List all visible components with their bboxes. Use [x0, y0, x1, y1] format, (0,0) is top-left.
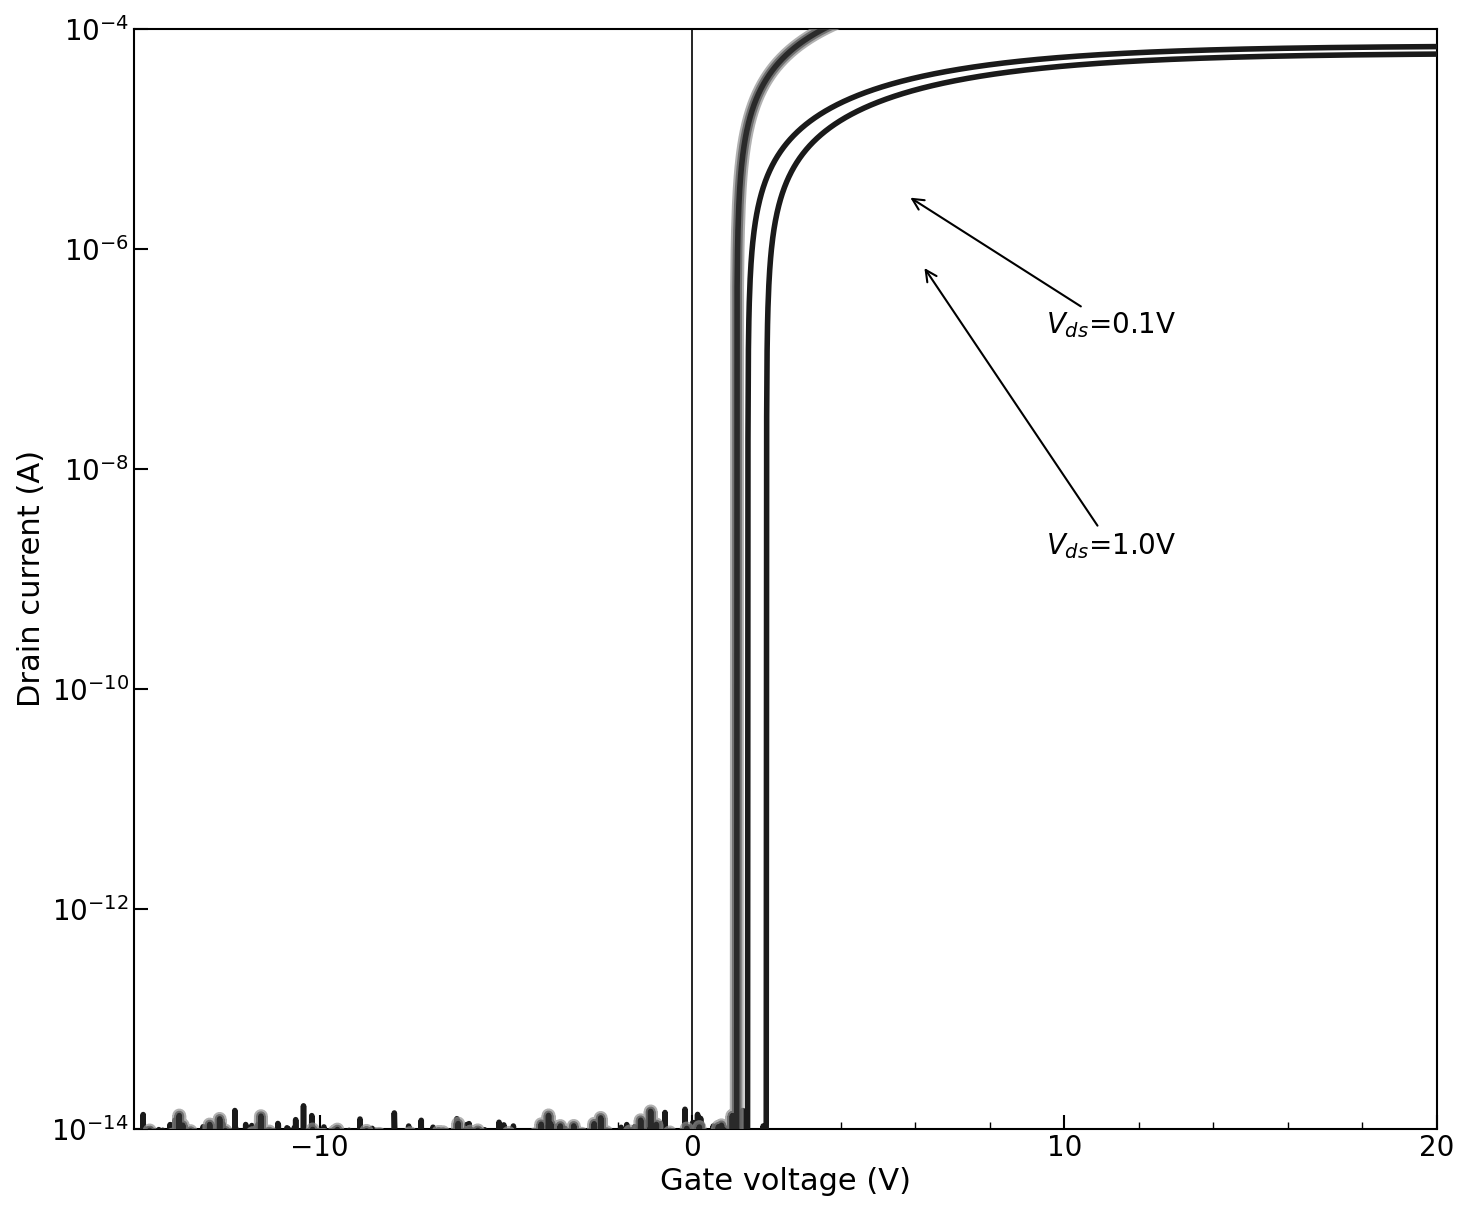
X-axis label: Gate voltage (V): Gate voltage (V) [659, 1167, 911, 1196]
Text: $V_{ds}$=1.0V: $V_{ds}$=1.0V [925, 270, 1177, 560]
Text: $V_{ds}$=0.1V: $V_{ds}$=0.1V [912, 199, 1177, 341]
Y-axis label: Drain current (A): Drain current (A) [16, 450, 46, 707]
